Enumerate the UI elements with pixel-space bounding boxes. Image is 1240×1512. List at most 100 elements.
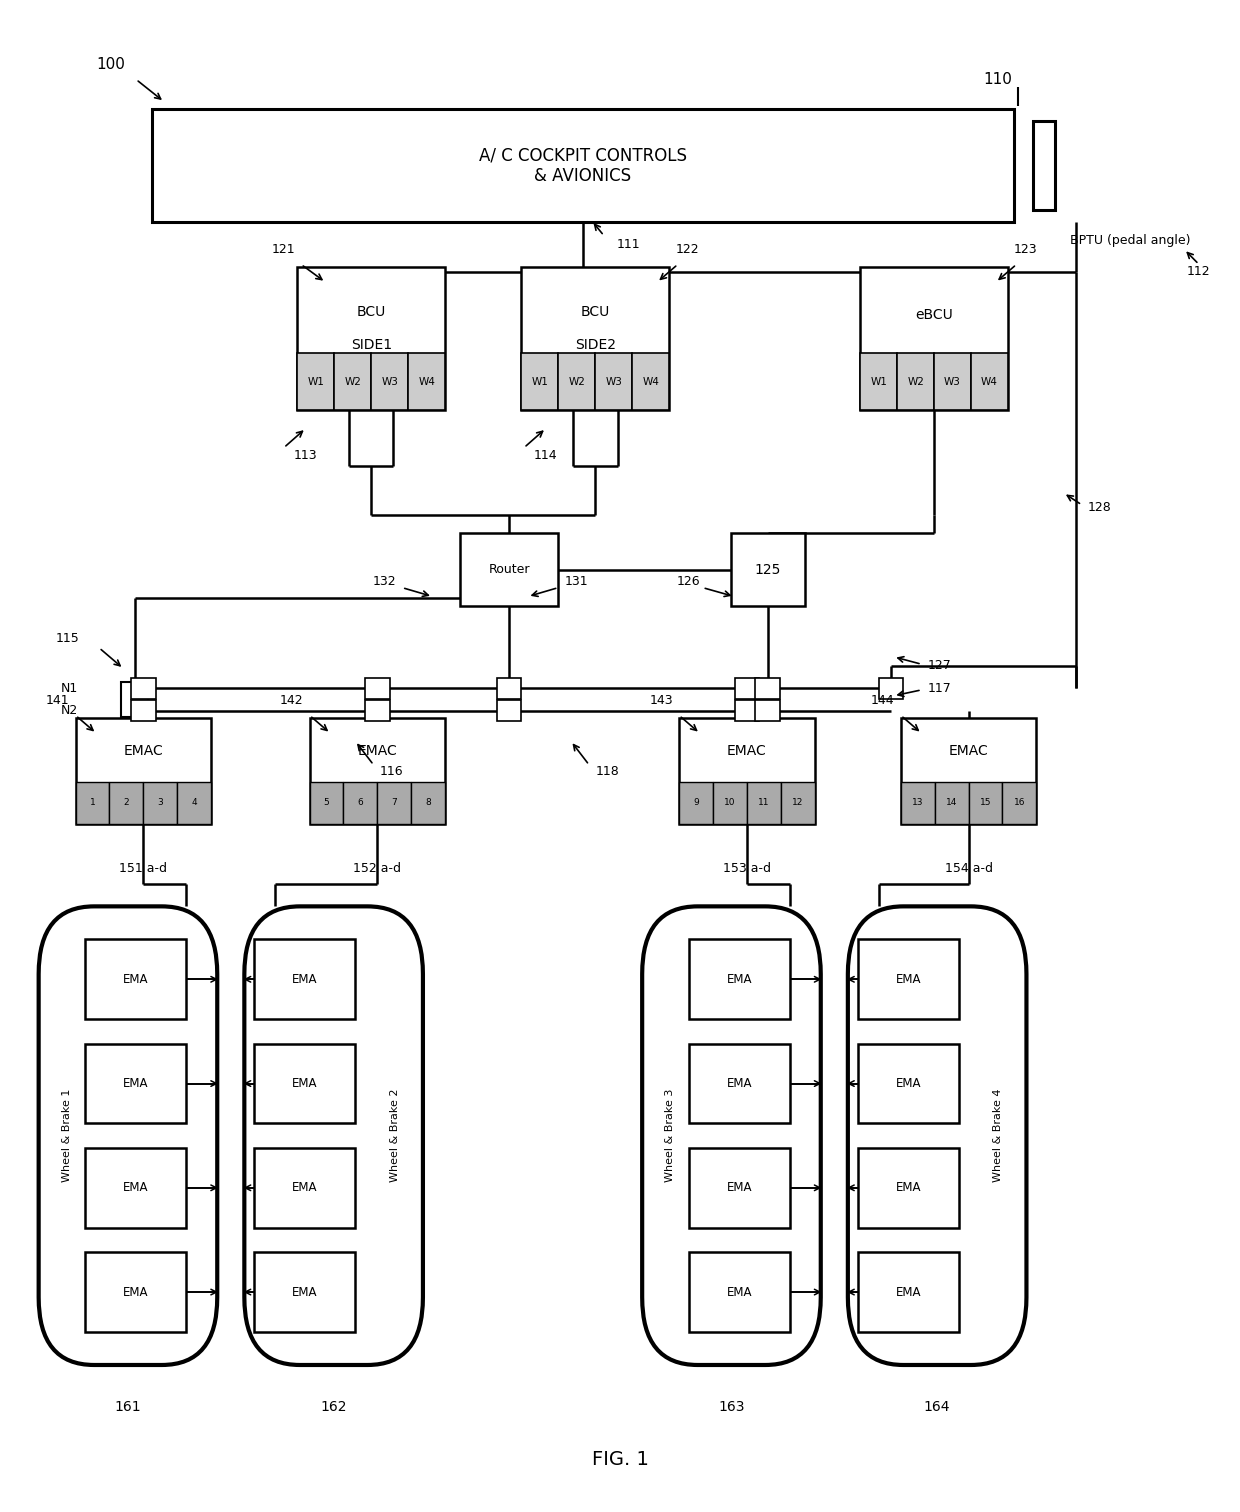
Bar bbox=[153, 109, 1014, 222]
Bar bbox=[371, 352, 408, 410]
Bar bbox=[131, 677, 156, 699]
Text: N1: N1 bbox=[61, 682, 78, 696]
Bar bbox=[689, 939, 790, 1019]
Text: EMA: EMA bbox=[123, 1077, 149, 1090]
Text: 11: 11 bbox=[758, 798, 770, 807]
Text: 153 a-d: 153 a-d bbox=[723, 862, 771, 875]
Bar bbox=[522, 268, 670, 410]
Text: 112: 112 bbox=[1187, 265, 1210, 278]
Text: EMA: EMA bbox=[123, 1181, 149, 1194]
Bar bbox=[1002, 782, 1037, 824]
Bar bbox=[900, 782, 935, 824]
Text: 132: 132 bbox=[372, 575, 396, 588]
Text: 113: 113 bbox=[294, 449, 317, 461]
Text: W2: W2 bbox=[568, 376, 585, 387]
Bar bbox=[689, 1148, 790, 1228]
Text: EMA: EMA bbox=[123, 972, 149, 986]
Text: 9: 9 bbox=[693, 798, 699, 807]
Bar bbox=[1033, 121, 1055, 210]
Text: 128: 128 bbox=[1087, 502, 1112, 514]
Bar bbox=[310, 782, 343, 824]
Text: 154 a-d: 154 a-d bbox=[945, 862, 992, 875]
Text: W2: W2 bbox=[908, 376, 924, 387]
Bar bbox=[897, 352, 934, 410]
Bar bbox=[365, 677, 389, 699]
Text: 143: 143 bbox=[650, 694, 673, 708]
Bar bbox=[935, 782, 968, 824]
Bar bbox=[377, 782, 412, 824]
Bar bbox=[746, 782, 781, 824]
Text: W1: W1 bbox=[532, 376, 548, 387]
Bar bbox=[254, 1252, 355, 1332]
Bar bbox=[861, 352, 897, 410]
Text: A/ C COCKPIT CONTROLS
& AVIONICS: A/ C COCKPIT CONTROLS & AVIONICS bbox=[479, 147, 687, 184]
Text: EMA: EMA bbox=[291, 972, 317, 986]
Text: W1: W1 bbox=[308, 376, 324, 387]
Bar bbox=[254, 1043, 355, 1123]
Bar bbox=[934, 352, 971, 410]
FancyBboxPatch shape bbox=[642, 906, 821, 1365]
Bar bbox=[343, 782, 377, 824]
Text: W4: W4 bbox=[418, 376, 435, 387]
Text: 100: 100 bbox=[97, 57, 125, 71]
Bar bbox=[680, 782, 713, 824]
Text: SIDE2: SIDE2 bbox=[575, 339, 616, 352]
Text: EMA: EMA bbox=[727, 972, 753, 986]
Bar bbox=[335, 352, 371, 410]
Text: 114: 114 bbox=[533, 449, 558, 461]
Text: 13: 13 bbox=[911, 798, 924, 807]
Text: EMA: EMA bbox=[727, 1077, 753, 1090]
Bar bbox=[298, 268, 445, 410]
Text: 117: 117 bbox=[928, 682, 951, 696]
Bar bbox=[689, 1043, 790, 1123]
Text: 14: 14 bbox=[946, 798, 957, 807]
Text: 142: 142 bbox=[280, 694, 304, 708]
Bar bbox=[968, 782, 1002, 824]
Bar bbox=[781, 782, 815, 824]
Text: W1: W1 bbox=[870, 376, 887, 387]
Text: Wheel & Brake 3: Wheel & Brake 3 bbox=[666, 1089, 676, 1182]
Text: 141: 141 bbox=[46, 694, 69, 708]
Text: 12: 12 bbox=[792, 798, 804, 807]
Text: 144: 144 bbox=[870, 694, 895, 708]
Bar bbox=[365, 700, 389, 721]
Text: EMA: EMA bbox=[727, 1285, 753, 1299]
Text: W3: W3 bbox=[605, 376, 622, 387]
Text: W2: W2 bbox=[345, 376, 361, 387]
Text: 5: 5 bbox=[324, 798, 330, 807]
Bar bbox=[861, 268, 1008, 410]
Text: 4: 4 bbox=[191, 798, 197, 807]
Bar bbox=[900, 718, 1037, 824]
Bar bbox=[689, 1252, 790, 1332]
Bar bbox=[310, 718, 445, 824]
Bar bbox=[254, 939, 355, 1019]
Bar bbox=[497, 700, 522, 721]
Text: 10: 10 bbox=[724, 798, 735, 807]
Bar bbox=[131, 700, 156, 721]
Text: 3: 3 bbox=[157, 798, 164, 807]
Text: 2: 2 bbox=[124, 798, 129, 807]
Text: SIDE1: SIDE1 bbox=[351, 339, 392, 352]
Text: W4: W4 bbox=[642, 376, 660, 387]
Text: 8: 8 bbox=[425, 798, 432, 807]
Bar bbox=[177, 782, 211, 824]
Bar bbox=[632, 352, 670, 410]
Bar bbox=[86, 1043, 186, 1123]
Text: 116: 116 bbox=[379, 765, 403, 777]
Text: 16: 16 bbox=[1013, 798, 1025, 807]
Bar bbox=[86, 1148, 186, 1228]
Text: Wheel & Brake 1: Wheel & Brake 1 bbox=[62, 1089, 72, 1182]
FancyBboxPatch shape bbox=[38, 906, 217, 1365]
Text: 161: 161 bbox=[114, 1400, 141, 1414]
Bar bbox=[76, 782, 109, 824]
Text: EMA: EMA bbox=[727, 1181, 753, 1194]
Text: EMA: EMA bbox=[895, 1285, 921, 1299]
Text: 131: 131 bbox=[564, 575, 588, 588]
Bar bbox=[755, 700, 780, 721]
Text: 162: 162 bbox=[320, 1400, 347, 1414]
Text: 163: 163 bbox=[718, 1400, 745, 1414]
Bar bbox=[858, 1148, 959, 1228]
Text: EMA: EMA bbox=[291, 1285, 317, 1299]
Text: EMA: EMA bbox=[291, 1181, 317, 1194]
Text: 111: 111 bbox=[616, 239, 640, 251]
